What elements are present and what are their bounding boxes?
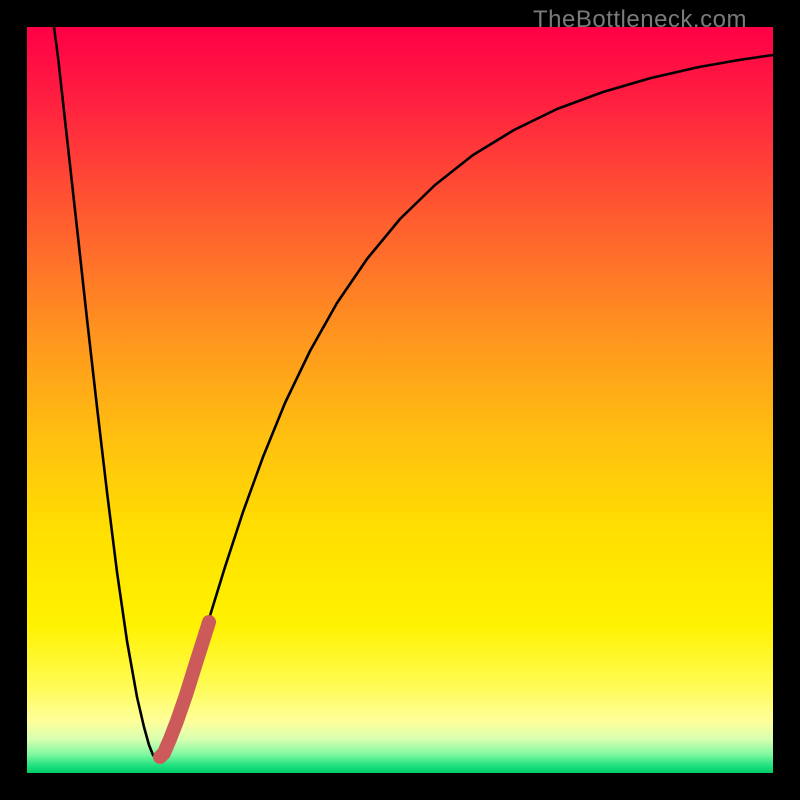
gradient-background [27,27,773,773]
bottleneck-chart [0,0,800,800]
attribution-text: TheBottleneck.com [533,6,747,34]
